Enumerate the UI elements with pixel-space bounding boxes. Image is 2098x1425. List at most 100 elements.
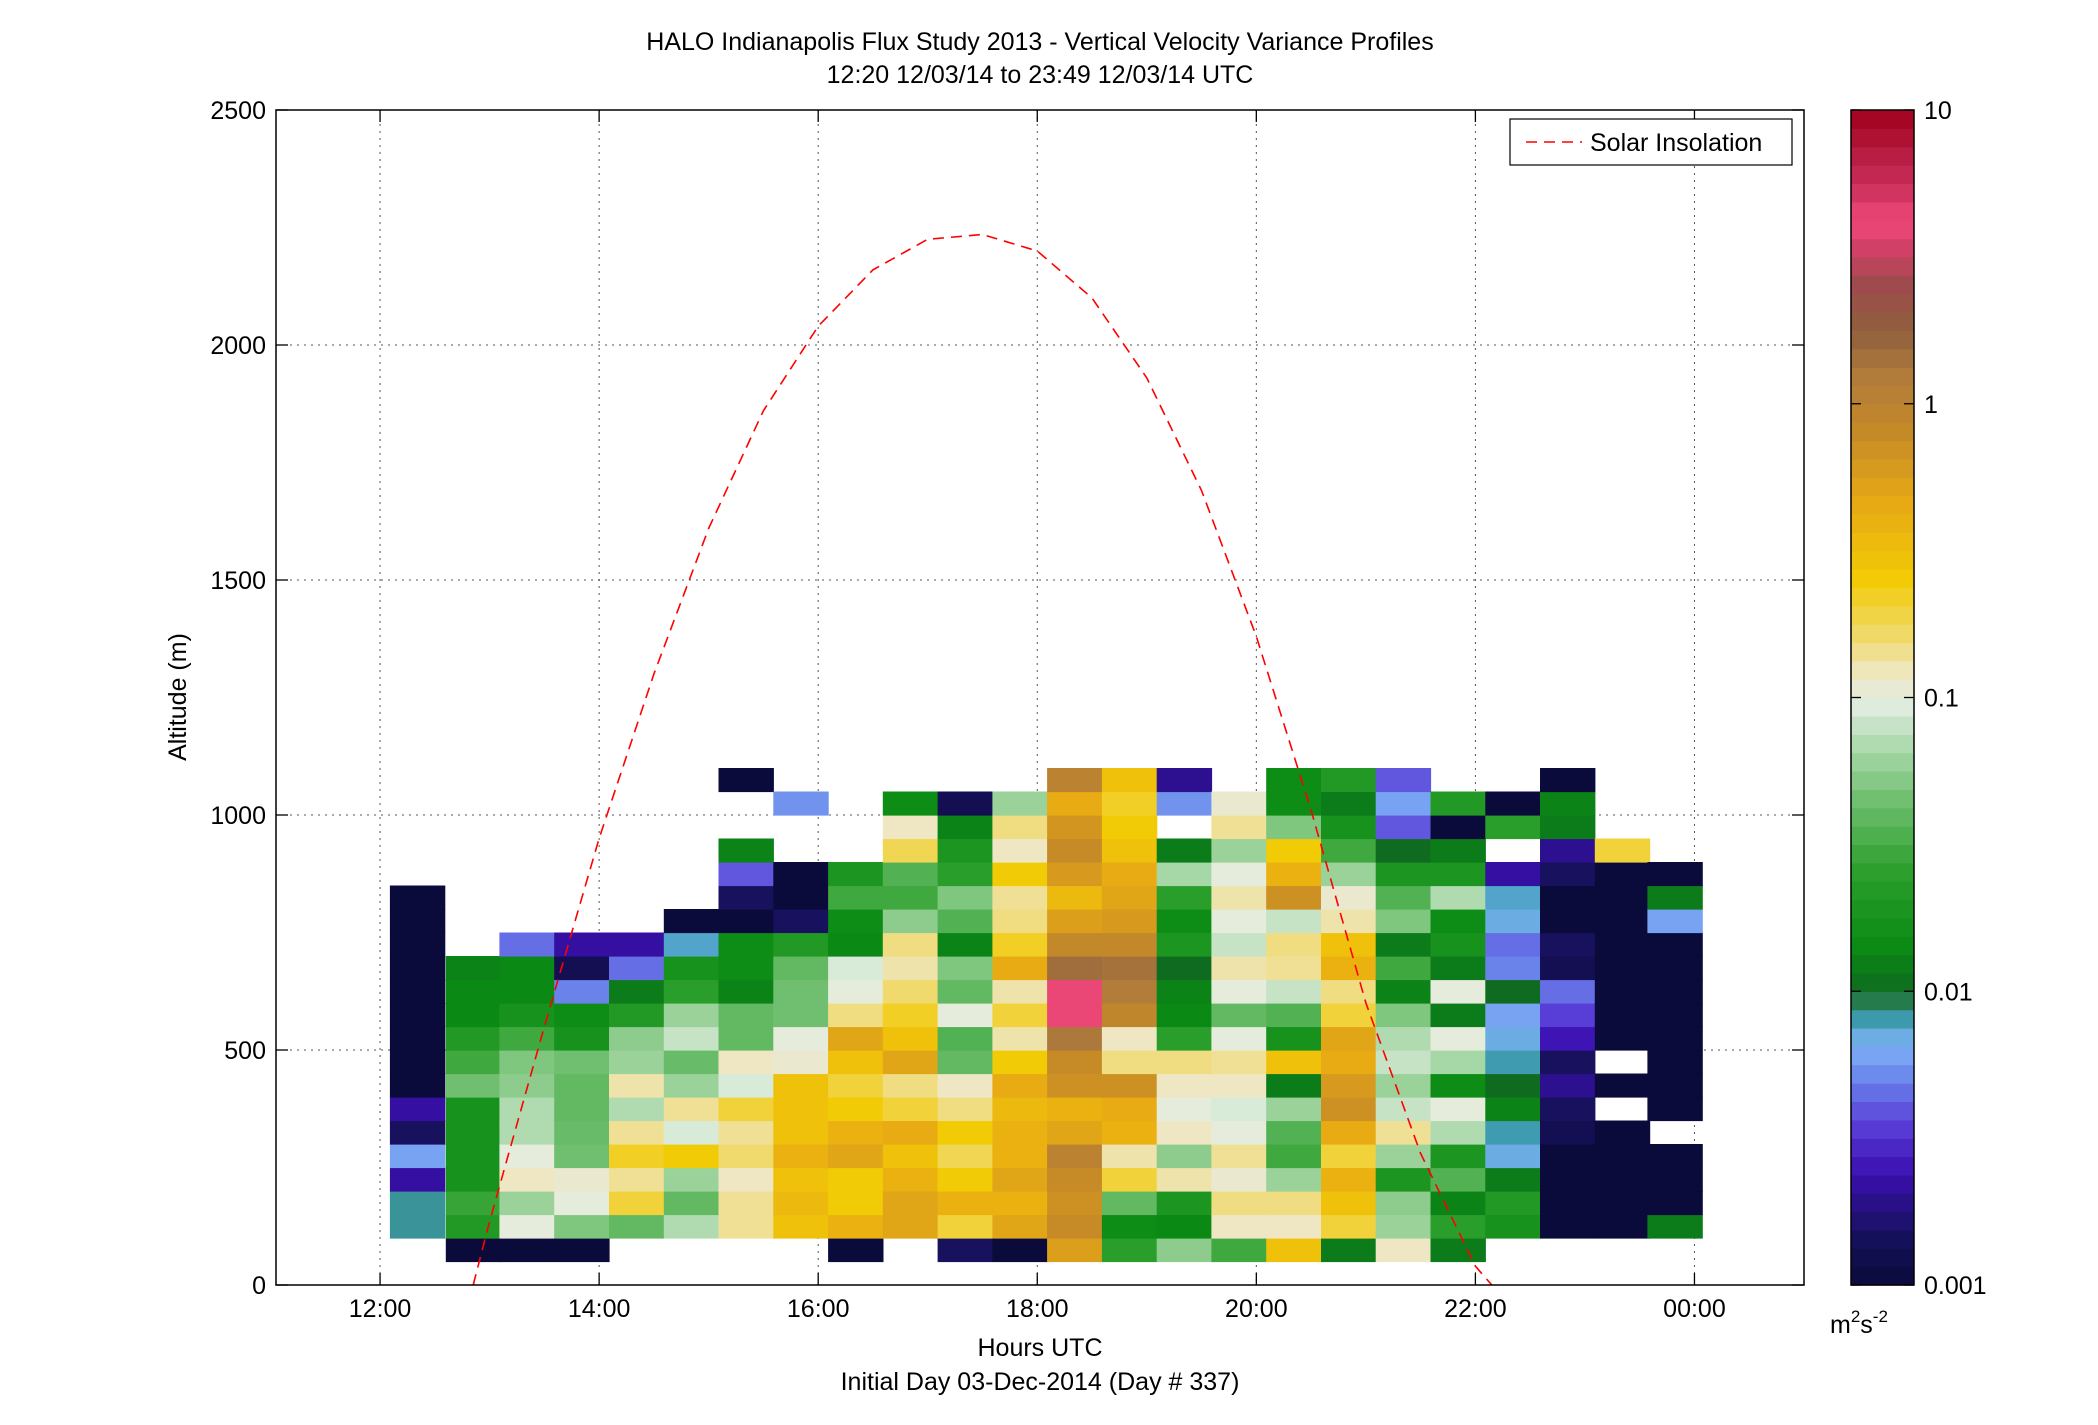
heatmap-cell bbox=[554, 932, 610, 957]
colorbar-tick-label: 1 bbox=[1924, 391, 1938, 419]
heatmap-cell bbox=[1485, 885, 1541, 910]
colorbar-segment bbox=[1851, 275, 1914, 295]
heatmap-cell bbox=[718, 1167, 774, 1192]
heatmap-cell bbox=[1266, 791, 1322, 816]
heatmap-cell bbox=[554, 1144, 610, 1169]
axis-ticks bbox=[276, 109, 1804, 1286]
heatmap-cell bbox=[389, 956, 446, 981]
heatmap-cell bbox=[882, 1167, 939, 1192]
colorbar-segment bbox=[1851, 1028, 1914, 1047]
heatmap-cell bbox=[1647, 1026, 1703, 1051]
heatmap-cell bbox=[663, 1097, 720, 1122]
heatmap-cell bbox=[937, 1238, 993, 1263]
heatmap-cell bbox=[773, 932, 829, 957]
heatmap-cell bbox=[1321, 932, 1377, 957]
legend: Solar Insolation bbox=[1509, 118, 1793, 166]
y-tick-label: 500 bbox=[224, 1037, 266, 1065]
heatmap-cell bbox=[882, 791, 939, 816]
heatmap-cell bbox=[1485, 1097, 1541, 1122]
heatmap-cell bbox=[1540, 956, 1596, 981]
heatmap-cell bbox=[1211, 1050, 1267, 1075]
heatmap-cell bbox=[663, 1120, 720, 1145]
heatmap-cell bbox=[609, 932, 665, 957]
heatmap-cells bbox=[389, 768, 1703, 1263]
heatmap-cell bbox=[663, 1073, 720, 1098]
heatmap-cell bbox=[445, 1120, 502, 1145]
heatmap-cell bbox=[1211, 885, 1267, 910]
heatmap-cell bbox=[828, 979, 884, 1004]
heatmap-cell bbox=[1211, 932, 1267, 957]
heatmap-cell bbox=[1540, 909, 1596, 934]
heatmap-cell bbox=[718, 1073, 774, 1098]
heatmap-cell bbox=[882, 885, 939, 910]
heatmap-cell bbox=[1375, 956, 1432, 981]
heatmap-cell bbox=[1156, 1120, 1213, 1145]
heatmap-cell bbox=[992, 956, 1048, 981]
heatmap-cell bbox=[828, 1120, 884, 1145]
heatmap-cell bbox=[882, 932, 939, 957]
colorbar-tick-label: 0.001 bbox=[1924, 1272, 1987, 1300]
heatmap-cell bbox=[1485, 815, 1541, 840]
chart-subtitle: 12:20 12/03/14 to 23:49 12/03/14 UTC bbox=[827, 61, 1254, 89]
x-tick-label: 20:00 bbox=[1225, 1295, 1288, 1323]
chart-title: HALO Indianapolis Flux Study 2013 - Vert… bbox=[646, 28, 1433, 56]
heatmap-cell bbox=[718, 1097, 774, 1122]
heatmap-cell bbox=[937, 1097, 993, 1122]
heatmap-cell bbox=[1485, 1144, 1541, 1169]
heatmap-cell bbox=[1156, 1167, 1213, 1192]
heatmap-cell bbox=[718, 1026, 774, 1051]
heatmap-cell bbox=[1211, 815, 1267, 840]
heatmap-cell bbox=[937, 1050, 993, 1075]
heatmap-cell bbox=[1047, 815, 1103, 840]
colorbar-segment bbox=[1851, 1138, 1914, 1158]
heatmap-cell bbox=[828, 862, 884, 887]
heatmap-cell bbox=[882, 862, 939, 887]
heatmap-cell bbox=[828, 885, 884, 910]
heatmap-cell bbox=[1430, 1097, 1486, 1122]
heatmap-cell bbox=[663, 956, 720, 981]
heatmap-cell bbox=[992, 1167, 1048, 1192]
heatmap-cell bbox=[663, 932, 720, 957]
colorbar-segment bbox=[1851, 367, 1914, 386]
heatmap-cell bbox=[1156, 979, 1213, 1004]
heatmap-cell bbox=[1647, 909, 1703, 934]
heatmap-cell bbox=[718, 956, 774, 981]
heatmap-cell bbox=[1375, 1144, 1432, 1169]
heatmap-cell bbox=[1647, 1050, 1703, 1075]
heatmap-cell bbox=[1101, 1191, 1158, 1216]
heatmap-cell bbox=[992, 1238, 1048, 1263]
plot-frame bbox=[275, 109, 1805, 1286]
heatmap-cell bbox=[1647, 956, 1703, 981]
heatmap-cell bbox=[554, 1238, 610, 1263]
heatmap-cell bbox=[1047, 1073, 1103, 1098]
heatmap-cell bbox=[1375, 1026, 1432, 1051]
heatmap-cell bbox=[1430, 1026, 1486, 1051]
heatmap-cell bbox=[1321, 956, 1377, 981]
heatmap-cell bbox=[1594, 956, 1651, 981]
heatmap-cell bbox=[937, 979, 993, 1004]
heatmap-cell bbox=[609, 1050, 665, 1075]
heatmap-cell bbox=[1047, 1097, 1103, 1122]
heatmap-cell bbox=[1156, 1191, 1213, 1216]
heatmap-cell bbox=[1321, 1214, 1377, 1239]
heatmap-cell bbox=[1266, 1050, 1322, 1075]
heatmap-cell bbox=[609, 1120, 665, 1145]
heatmap-cell bbox=[1101, 1238, 1158, 1263]
heatmap-cell bbox=[1156, 885, 1213, 910]
heatmap-cell bbox=[1540, 768, 1596, 793]
heatmap-cell bbox=[445, 956, 502, 981]
heatmap-cell bbox=[937, 1120, 993, 1145]
heatmap-cell bbox=[1375, 1097, 1432, 1122]
heatmap-cell bbox=[1047, 1026, 1103, 1051]
heatmap-cell bbox=[1485, 1191, 1541, 1216]
heatmap-cell bbox=[1266, 1026, 1322, 1051]
x-tick-labels: 12:00 14:00 16:00 18:00 20:00 22:00 00:00 bbox=[349, 1295, 1726, 1323]
colorbar-units-sup2: -2 bbox=[1873, 1307, 1888, 1326]
heatmap-cell bbox=[1594, 932, 1651, 957]
colorbar-segment bbox=[1851, 715, 1914, 735]
colorbar-segment bbox=[1851, 458, 1914, 478]
heatmap-cell bbox=[937, 1073, 993, 1098]
heatmap-cell bbox=[1047, 1003, 1103, 1028]
heatmap-cell bbox=[1321, 979, 1377, 1004]
heatmap-cell bbox=[1101, 1214, 1158, 1239]
